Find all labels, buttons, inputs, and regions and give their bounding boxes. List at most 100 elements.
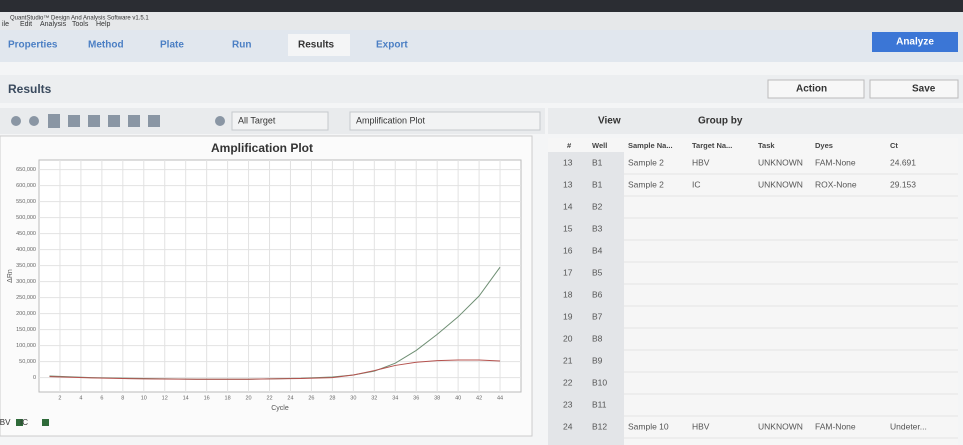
table-cell[interactable]: 17 (563, 267, 573, 277)
x-tick-label: 4 (79, 395, 82, 401)
table-cell[interactable]: 13 (563, 157, 573, 167)
table-cell[interactable]: Sample 10 (628, 421, 669, 431)
plot-type-label[interactable]: Amplification Plot (356, 115, 426, 125)
section-title: Results (8, 82, 52, 96)
x-tick-label: 14 (183, 395, 189, 401)
tab[interactable]: Properties (8, 40, 58, 51)
x-tick-label: 20 (246, 395, 252, 401)
x-tick-label: 12 (162, 395, 168, 401)
eye-icon[interactable] (215, 116, 225, 126)
table-cell[interactable]: UNKNOWN (758, 157, 803, 167)
table-cell[interactable]: B7 (592, 311, 603, 321)
table-cell[interactable]: FAM-None (815, 157, 856, 167)
tab[interactable]: Run (232, 40, 251, 51)
tab[interactable]: Plate (160, 40, 184, 51)
title-bar (0, 0, 963, 12)
table-cell[interactable]: B9 (592, 355, 603, 365)
print-icon[interactable] (68, 115, 80, 127)
tab[interactable]: Method (88, 40, 124, 51)
table-cell[interactable]: 18 (563, 289, 573, 299)
y-tick-label: 450,000 (16, 231, 36, 237)
zoom-out-icon[interactable] (29, 116, 39, 126)
table-cell[interactable]: B8 (592, 333, 603, 343)
x-tick-label: 6 (100, 395, 103, 401)
table-cell[interactable]: Undeter... (890, 421, 927, 431)
page: QuantStudio™ Design And Analysis Softwar… (0, 0, 963, 445)
legend-label[interactable]: HBV (0, 418, 11, 427)
pan-icon[interactable] (48, 114, 60, 128)
tab[interactable]: Results (298, 40, 335, 51)
table-cell[interactable]: UNKNOWN (758, 421, 803, 431)
export-icon[interactable] (128, 115, 140, 127)
table-cell[interactable]: HBV (692, 157, 710, 167)
save-label[interactable]: Save (912, 84, 936, 95)
table-cell[interactable]: 20 (563, 333, 573, 343)
x-tick-label: 42 (476, 395, 482, 401)
x-tick-label: 10 (141, 395, 147, 401)
table-cell[interactable]: B10 (592, 377, 607, 387)
x-tick-label: 16 (204, 395, 210, 401)
table-cell[interactable]: 14 (563, 201, 573, 211)
table-cell[interactable]: 22 (563, 377, 573, 387)
y-tick-label: 0 (33, 375, 36, 381)
legend-swatch[interactable] (42, 419, 49, 426)
table-cell[interactable]: FAM-None (815, 421, 856, 431)
column-header[interactable]: Sample Na... (628, 141, 673, 150)
legend-label[interactable]: IC (20, 418, 28, 427)
table-cell[interactable]: UNKNOWN (758, 179, 803, 189)
x-tick-label: 36 (413, 395, 419, 401)
column-header[interactable]: Dyes (815, 141, 833, 150)
copy-icon[interactable] (88, 115, 100, 127)
table-cell[interactable]: B5 (592, 267, 603, 277)
options-icon[interactable] (148, 115, 160, 127)
table-cell[interactable]: B11 (592, 399, 607, 409)
y-tick-label: 100,000 (16, 343, 36, 349)
table-cell[interactable]: 16 (563, 245, 573, 255)
table-cell[interactable]: 24 (563, 421, 573, 431)
table-cell[interactable]: HBV (692, 421, 710, 431)
view-label[interactable]: View (598, 116, 621, 127)
table-cell[interactable]: 23 (563, 399, 573, 409)
y-tick-label: 300,000 (16, 279, 36, 285)
column-header[interactable]: Task (758, 141, 775, 150)
table-cell[interactable]: B4 (592, 245, 603, 255)
target-label[interactable]: All Target (238, 115, 276, 125)
table-cell[interactable]: 21 (563, 355, 573, 365)
x-axis-label: Cycle (271, 405, 289, 412)
zoom-in-icon[interactable] (11, 116, 21, 126)
y-tick-label: 400,000 (16, 247, 36, 253)
table-cell[interactable]: B2 (592, 201, 603, 211)
table-cell[interactable]: IC (692, 179, 701, 189)
menu-item[interactable]: ile (2, 21, 9, 28)
table-cell[interactable]: B12 (592, 421, 607, 431)
table-cell[interactable]: B6 (592, 289, 603, 299)
menu-item[interactable]: Tools (72, 21, 89, 28)
table-cell[interactable]: B1 (592, 179, 603, 189)
analyze-label[interactable]: Analyze (896, 37, 934, 48)
app-window: QuantStudio™ Design And Analysis Softwar… (0, 0, 963, 445)
chart-title: Amplification Plot (211, 141, 313, 155)
table-cell[interactable]: 15 (563, 223, 573, 233)
menu-item[interactable]: Edit (20, 21, 32, 28)
table-cell[interactable]: 19 (563, 311, 573, 321)
column-header[interactable]: Target Na... (692, 141, 732, 150)
save-icon[interactable] (108, 115, 120, 127)
table-cell[interactable]: Sample 2 (628, 179, 664, 189)
column-header[interactable]: Well (592, 141, 607, 150)
table-cell[interactable]: 29.153 (890, 179, 916, 189)
table-cell[interactable]: 13 (563, 179, 573, 189)
tab[interactable]: Export (376, 40, 408, 51)
table-cell[interactable]: ROX-None (815, 179, 857, 189)
table-cell[interactable]: B1 (592, 157, 603, 167)
table-cell[interactable]: Sample 2 (628, 157, 664, 167)
action-label[interactable]: Action (796, 84, 827, 95)
menu-item[interactable]: Analysis (40, 21, 67, 28)
table-cell[interactable]: 24.691 (890, 157, 916, 167)
menu-item[interactable]: Help (96, 21, 111, 28)
group-by-label[interactable]: Group by (698, 116, 743, 127)
column-header[interactable]: Ct (890, 141, 898, 150)
x-tick-label: 32 (371, 395, 377, 401)
table-cell[interactable]: B3 (592, 223, 603, 233)
x-tick-label: 40 (455, 395, 461, 401)
x-tick-label: 30 (350, 395, 356, 401)
